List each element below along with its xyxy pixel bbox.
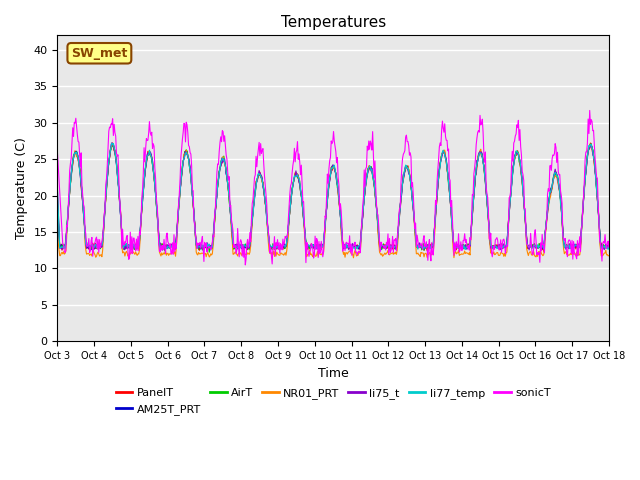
NR01_PRT (120, 250, 128, 255)
AirT (417, 242, 425, 248)
Legend: PanelT, AM25T_PRT, AirT, NR01_PRT, li75_t, li77_temp, sonicT: PanelT, AM25T_PRT, AirT, NR01_PRT, li75_… (111, 384, 555, 419)
li75_t (402, 163, 410, 169)
NR01_PRT (605, 252, 612, 258)
li75_t (418, 244, 426, 250)
sonicT (241, 262, 249, 268)
li77_temp (63, 218, 71, 224)
NR01_PRT (176, 186, 184, 192)
NR01_PRT (401, 167, 409, 173)
AirT (63, 219, 71, 225)
AM25T_PRT (63, 218, 71, 224)
sonicT (63, 224, 71, 230)
AirT (54, 200, 61, 206)
PanelT (206, 244, 214, 250)
PanelT (109, 140, 116, 146)
AM25T_PRT (54, 200, 61, 206)
NR01_PRT (587, 142, 595, 147)
PanelT (63, 219, 71, 225)
li75_t (159, 247, 166, 253)
NR01_PRT (205, 254, 213, 260)
li77_temp (207, 247, 214, 253)
PanelT (121, 240, 129, 246)
AM25T_PRT (418, 242, 426, 248)
NR01_PRT (63, 219, 71, 225)
Title: Temperatures: Temperatures (280, 15, 386, 30)
PanelT (401, 168, 409, 174)
AM25T_PRT (178, 173, 186, 179)
li77_temp (418, 244, 426, 250)
Line: li75_t: li75_t (58, 143, 609, 250)
AM25T_PRT (402, 165, 410, 171)
PanelT (605, 243, 612, 249)
Line: PanelT: PanelT (58, 143, 609, 252)
li77_temp (121, 243, 129, 249)
li75_t (178, 172, 186, 178)
AirT (206, 245, 214, 251)
li75_t (121, 243, 129, 249)
PanelT (54, 193, 61, 199)
sonicT (120, 242, 128, 248)
Y-axis label: Temperature (C): Temperature (C) (15, 137, 28, 239)
PanelT (417, 244, 425, 250)
AM25T_PRT (207, 243, 214, 249)
AirT (205, 249, 213, 255)
X-axis label: Time: Time (318, 367, 349, 380)
sonicT (586, 108, 593, 113)
sonicT (401, 148, 409, 154)
AirT (401, 168, 409, 174)
li77_temp (402, 162, 410, 168)
li77_temp (54, 185, 61, 191)
sonicT (176, 176, 184, 181)
NR01_PRT (54, 233, 61, 239)
AirT (587, 141, 595, 147)
li75_t (108, 140, 116, 145)
li75_t (63, 220, 71, 226)
sonicT (54, 149, 61, 155)
li75_t (54, 185, 61, 191)
AirT (605, 243, 612, 249)
NR01_PRT (349, 255, 357, 261)
li77_temp (108, 140, 116, 146)
Line: AirT: AirT (58, 144, 609, 252)
AirT (176, 188, 184, 193)
sonicT (417, 240, 425, 246)
li75_t (207, 245, 214, 251)
NR01_PRT (417, 250, 425, 255)
li77_temp (605, 244, 612, 250)
li75_t (605, 245, 612, 251)
Text: SW_met: SW_met (71, 47, 127, 60)
Line: AM25T_PRT: AM25T_PRT (58, 144, 609, 250)
AM25T_PRT (109, 141, 117, 147)
li77_temp (206, 243, 214, 249)
li77_temp (177, 179, 185, 184)
PanelT (177, 179, 185, 185)
AM25T_PRT (87, 247, 95, 252)
Line: sonicT: sonicT (58, 110, 609, 265)
AirT (120, 247, 128, 252)
AM25T_PRT (122, 242, 129, 248)
Line: li77_temp: li77_temp (58, 143, 609, 250)
AM25T_PRT (605, 244, 612, 250)
PanelT (540, 249, 548, 254)
sonicT (605, 244, 612, 250)
Line: NR01_PRT: NR01_PRT (58, 144, 609, 258)
sonicT (205, 245, 213, 251)
